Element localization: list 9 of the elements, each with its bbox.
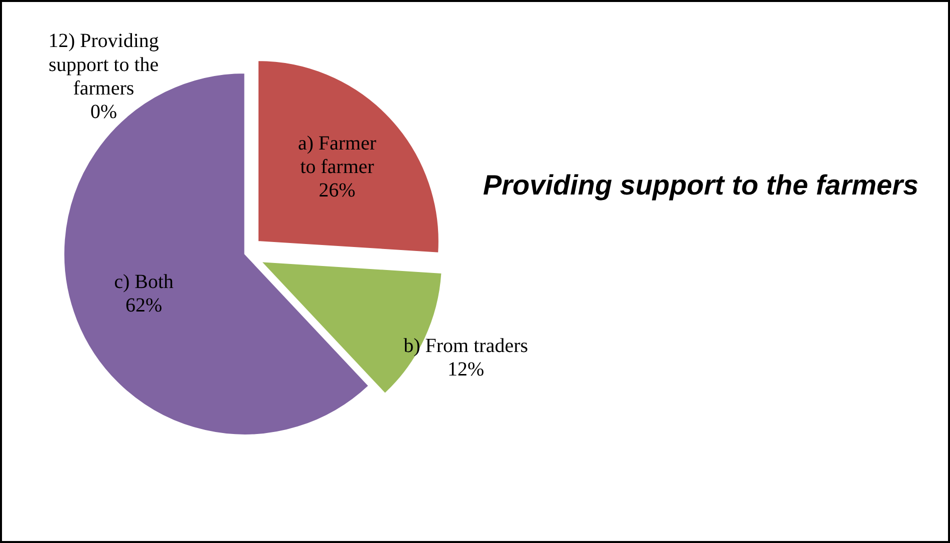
slice-label: c) Both (114, 271, 174, 294)
slice-label: a) Farmer to farmer (298, 132, 377, 178)
category-label: 12) Providing support to the farmers (48, 30, 159, 100)
text: 0% (90, 100, 117, 123)
data-label: 26% (318, 180, 356, 202)
text: Providing support to the farmers (482, 170, 919, 201)
data-label: 12% (447, 358, 484, 381)
slice-label: b) From traders (404, 335, 528, 358)
data-label: 62% (126, 294, 162, 317)
